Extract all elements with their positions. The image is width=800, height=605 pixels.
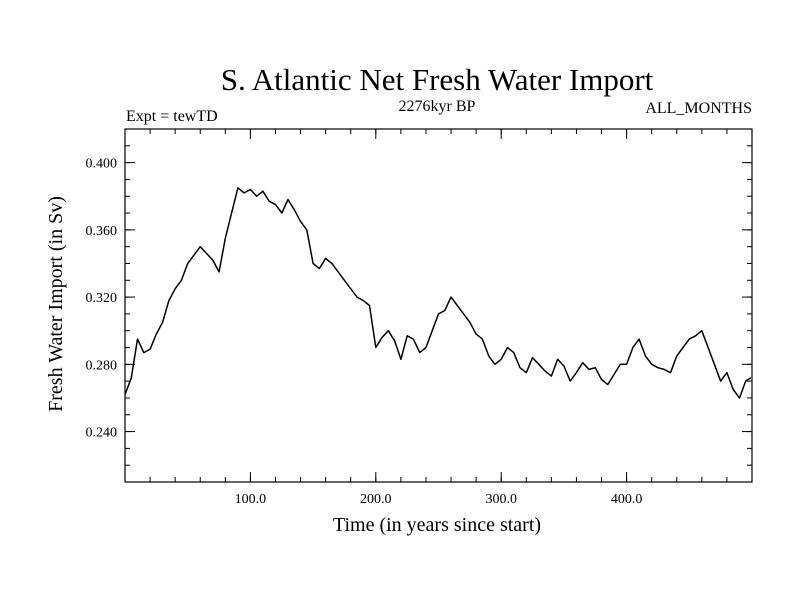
y-axis-ticks: 0.240 0.280 0.320 0.360 0.400 bbox=[86, 128, 752, 466]
chart-subtitle-right: ALL_MONTHS bbox=[645, 100, 752, 117]
y-tick-label: 0.280 bbox=[86, 358, 118, 373]
x-tick-label: 100.0 bbox=[235, 492, 267, 507]
plot-frame bbox=[124, 128, 753, 483]
x-tick-label: 400.0 bbox=[611, 492, 643, 507]
y-tick-label: 0.320 bbox=[86, 291, 118, 306]
series-line bbox=[124, 187, 752, 399]
x-tick-label: 200.0 bbox=[360, 492, 392, 507]
y-tick-label: 0.360 bbox=[86, 224, 118, 239]
x-tick-label: 300.0 bbox=[485, 492, 517, 507]
y-axis-label: Fresh Water Import (in Sv) bbox=[45, 196, 67, 412]
y-tick-label: 0.400 bbox=[86, 157, 118, 172]
x-axis-label: Time (in years since start) bbox=[333, 514, 541, 536]
y-tick-label: 0.240 bbox=[86, 426, 118, 441]
chart-subtitle-left: Expt = tewTD bbox=[126, 108, 218, 125]
chart-subtitle-center: 2276kyr BP bbox=[399, 98, 476, 115]
chart-title: S. Atlantic Net Fresh Water Import bbox=[221, 62, 654, 97]
x-axis-ticks: 100.0 200.0 300.0 400.0 bbox=[149, 129, 728, 507]
